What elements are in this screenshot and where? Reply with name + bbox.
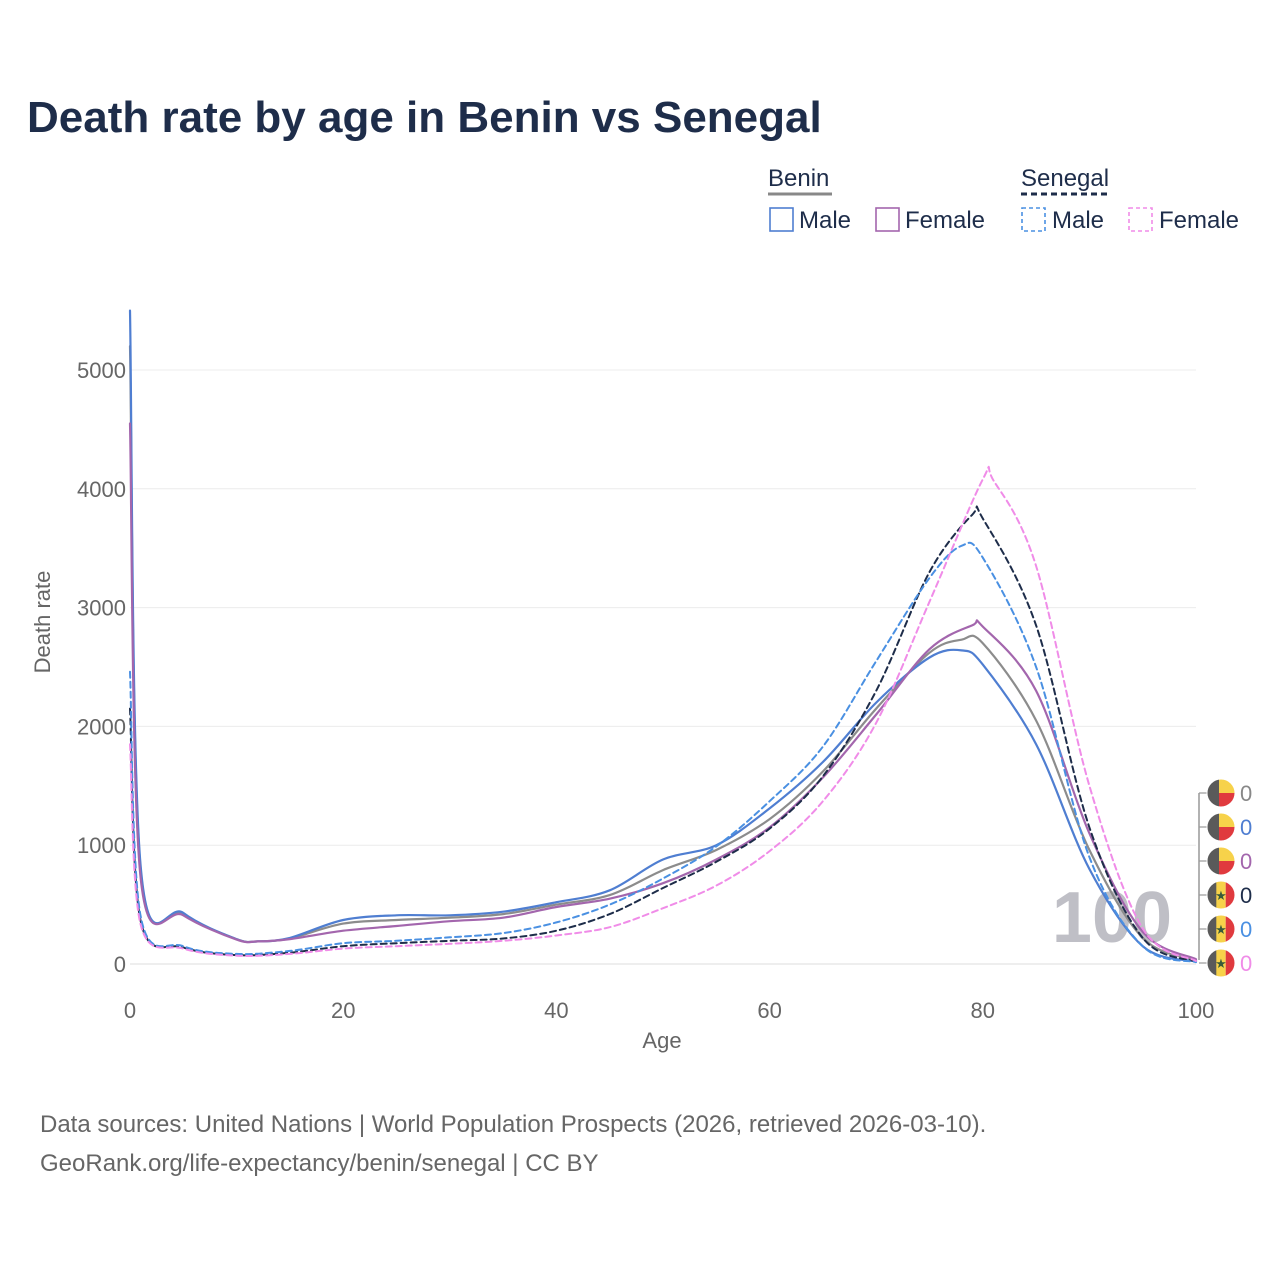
legend-country-benin: Benin: [768, 165, 829, 192]
senegal-flag-icon: ★: [1206, 880, 1236, 910]
legend-benin-male-label[interactable]: Male: [799, 207, 851, 234]
series-line-benin-total[interactable]: [128, 345, 1198, 962]
x-axis-label: Age: [642, 1028, 681, 1053]
y-axis-ticks: 0 1000 2000 3000 4000 5000: [77, 358, 126, 977]
source-note: Data sources: United Nations | World Pop…: [40, 1111, 986, 1138]
benin-flag-icon: [1206, 812, 1236, 842]
benin-flag-icon: [1206, 846, 1236, 876]
legend-benin-female-swatch: [875, 207, 900, 232]
y-axis-label: Death rate: [30, 571, 55, 674]
series-line-benin-female[interactable]: [128, 422, 1198, 961]
series-line-senegal-male[interactable]: [129, 541, 1197, 964]
series-line-senegal-total[interactable]: [129, 505, 1197, 963]
y-tick-label: 0: [114, 952, 126, 977]
series-line-benin-male[interactable]: [128, 309, 1198, 963]
end-marker-value: 0: [1240, 917, 1252, 942]
legend-senegal-male-label[interactable]: Male: [1052, 207, 1104, 234]
y-tick-label: 5000: [77, 358, 126, 383]
end-marker-value: 0: [1240, 883, 1252, 908]
end-marker-value: 0: [1240, 849, 1252, 874]
benin-flag-icon: [1206, 778, 1236, 808]
legend-senegal-female-label[interactable]: Female: [1159, 207, 1239, 234]
svg-text:★: ★: [1215, 888, 1227, 903]
legend-country-senegal: Senegal: [1021, 165, 1109, 192]
senegal-flag-icon: ★: [1206, 914, 1236, 944]
y-tick-label: 3000: [77, 596, 126, 621]
legend[interactable]: Benin Male Female Senegal Male Female: [768, 165, 1239, 234]
end-marker-value: 0: [1240, 951, 1252, 976]
x-axis-ticks: 0 20 40 60 80 100: [124, 998, 1214, 1023]
legend-benin-male-swatch: [769, 207, 794, 232]
end-marker-value: 0: [1240, 781, 1252, 806]
gridlines: [130, 369, 1196, 965]
y-tick-label: 2000: [77, 714, 126, 739]
legend-benin-female-label[interactable]: Female: [905, 207, 985, 234]
x-tick-label: 20: [331, 998, 355, 1023]
svg-text:★: ★: [1215, 956, 1227, 971]
x-tick-label: 60: [757, 998, 781, 1023]
svg-text:★: ★: [1215, 922, 1227, 937]
y-tick-label: 1000: [77, 833, 126, 858]
x-tick-label: 100: [1178, 998, 1215, 1023]
y-tick-label: 4000: [77, 477, 126, 502]
series-line-senegal-female[interactable]: [129, 465, 1197, 962]
x-tick-label: 80: [971, 998, 995, 1023]
x-tick-label: 0: [124, 998, 136, 1023]
chart-title: Death rate by age in Benin vs Senegal: [27, 93, 822, 142]
x-tick-label: 40: [544, 998, 568, 1023]
end-marker-value: 0: [1240, 815, 1252, 840]
legend-senegal-male-swatch: [1021, 207, 1046, 232]
credit-note: GeoRank.org/life-expectancy/benin/senega…: [40, 1150, 599, 1177]
senegal-flag-icon: ★: [1206, 948, 1236, 978]
series-lines[interactable]: [128, 309, 1198, 964]
end-markers: 0 0 0 ★ 0 ★ 0 ★ 0: [1198, 778, 1252, 978]
legend-senegal-female-swatch: [1128, 207, 1153, 232]
